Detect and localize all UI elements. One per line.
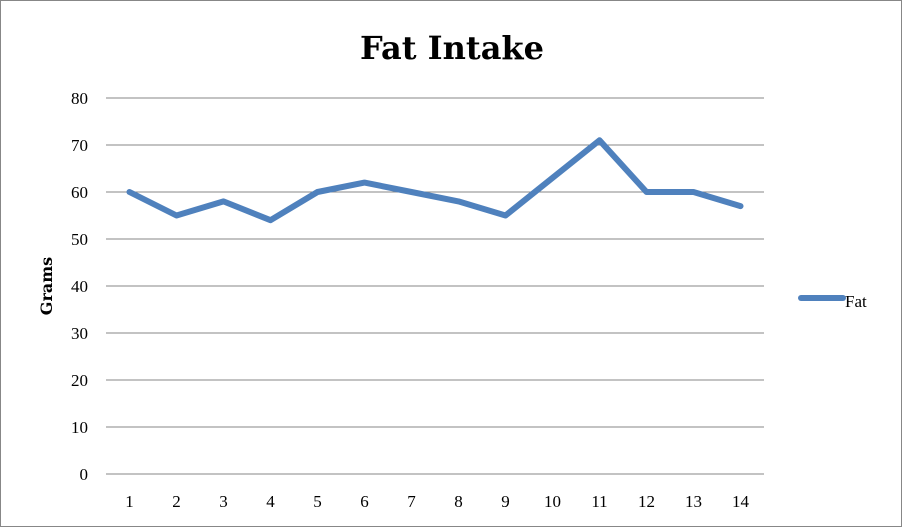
series-layer bbox=[126, 137, 744, 224]
y-tick-label: 20 bbox=[71, 371, 88, 390]
x-tick-label: 3 bbox=[219, 492, 228, 511]
y-tick-label: 0 bbox=[80, 465, 89, 484]
x-tick-label: 5 bbox=[313, 492, 322, 511]
x-axis-ticks: 1 2 3 4 5 6 7 8 9 10 11 12 13 14 bbox=[125, 492, 749, 511]
gridlines bbox=[106, 97, 764, 475]
x-tick-label: 6 bbox=[360, 492, 369, 511]
y-tick-label: 30 bbox=[71, 324, 88, 343]
x-tick-label: 11 bbox=[591, 492, 607, 511]
x-tick-label: 13 bbox=[685, 492, 702, 511]
x-tick-label: 2 bbox=[172, 492, 181, 511]
y-tick-label: 40 bbox=[71, 277, 88, 296]
x-tick-label: 8 bbox=[454, 492, 463, 511]
x-tick-label: 4 bbox=[266, 492, 275, 511]
x-tick-label: 1 bbox=[125, 492, 134, 511]
x-tick-label: 7 bbox=[407, 492, 416, 511]
y-axis-ticks: 0 10 20 30 40 50 60 70 80 bbox=[71, 89, 88, 484]
y-axis-label: Grams bbox=[37, 257, 56, 315]
x-tick-label: 14 bbox=[732, 492, 750, 511]
y-tick-label: 10 bbox=[71, 418, 88, 437]
y-tick-label: 50 bbox=[71, 230, 88, 249]
legend-label-fat: Fat bbox=[845, 292, 867, 311]
x-tick-label: 10 bbox=[544, 492, 561, 511]
series-line-fat bbox=[126, 137, 744, 224]
y-tick-label: 70 bbox=[71, 136, 88, 155]
legend: Fat bbox=[798, 292, 867, 311]
chart-title: Fat Intake bbox=[360, 29, 544, 67]
y-tick-label: 80 bbox=[71, 89, 88, 108]
x-tick-label: 9 bbox=[501, 492, 510, 511]
x-tick-label: 12 bbox=[638, 492, 655, 511]
y-tick-label: 60 bbox=[71, 183, 88, 202]
